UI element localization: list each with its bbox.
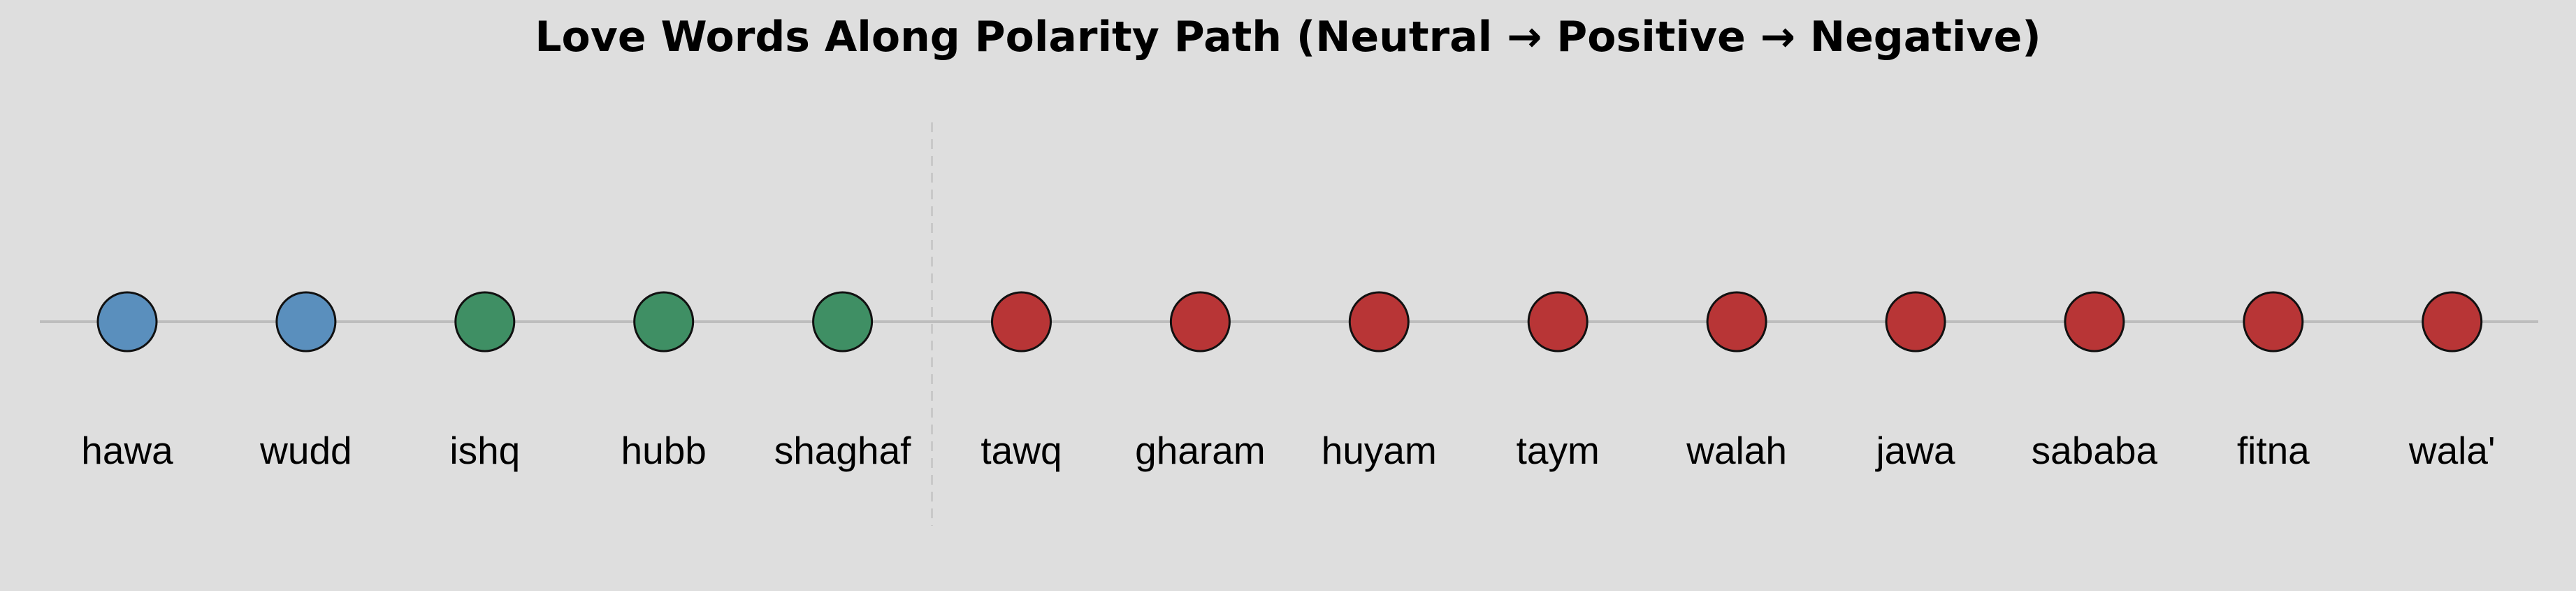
word-marker-hawa — [96, 291, 158, 353]
word-label-ishq: ishq — [449, 429, 520, 472]
word-label-walah: walah — [1686, 429, 1787, 472]
word-label-tawq: tawq — [981, 429, 1062, 472]
word-marker-walah — [1706, 291, 1767, 353]
word-label-hawa: hawa — [81, 429, 173, 472]
word-label-jawa: jawa — [1874, 429, 1955, 472]
word-marker-hubb — [633, 291, 695, 353]
word-marker-shaghaf — [812, 291, 874, 353]
word-marker-jawa — [1885, 291, 1946, 353]
word-label-sababa: sababa — [2032, 429, 2158, 472]
word-label-hubb: hubb — [621, 429, 707, 472]
word-label-gharam: gharam — [1135, 429, 1265, 472]
word-marker-taym — [1527, 291, 1589, 353]
word-marker-wala — [2422, 291, 2483, 353]
word-marker-fitna — [2243, 291, 2304, 353]
word-marker-gharam — [1169, 291, 1231, 353]
word-label-huyam: huyam — [1322, 429, 1437, 472]
word-markers — [96, 291, 2483, 353]
chart-title: Love Words Along Polarity Path (Neutral … — [535, 13, 2041, 62]
word-label-wala: wala' — [2408, 429, 2496, 472]
word-label-wudd: wudd — [259, 429, 352, 472]
word-marker-sababa — [2064, 291, 2125, 353]
word-marker-huyam — [1348, 291, 1410, 353]
word-marker-tawq — [991, 291, 1052, 353]
word-marker-wudd — [275, 291, 337, 353]
word-label-taym: taym — [1517, 429, 1600, 472]
word-labels: hawa wudd ishq hubb shaghaf tawq gharam huyam ta… — [81, 429, 2495, 472]
word-label-shaghaf: shaghaf — [774, 429, 911, 472]
word-marker-ishq — [454, 291, 516, 353]
word-label-fitna: fitna — [2237, 429, 2310, 472]
